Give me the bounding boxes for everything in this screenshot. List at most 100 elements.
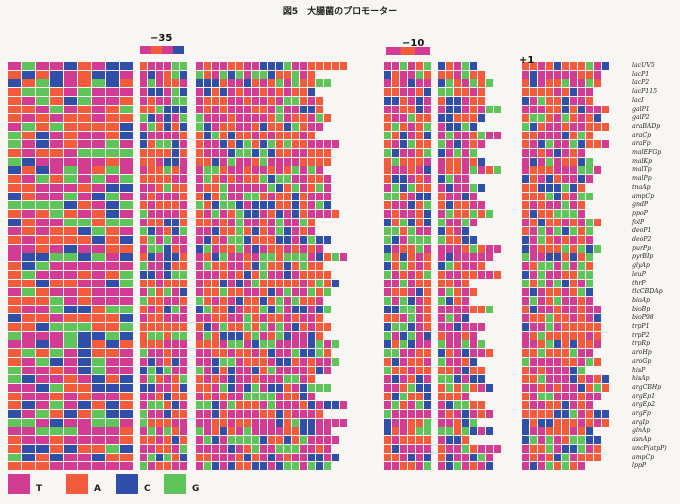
sequence-cell bbox=[204, 392, 212, 401]
sequence-cell bbox=[260, 323, 268, 331]
sequence-cell bbox=[276, 296, 284, 305]
sequence-cell bbox=[78, 436, 92, 444]
sequence-cell bbox=[384, 418, 392, 427]
sequence-cell bbox=[446, 244, 454, 253]
sequence-cell bbox=[446, 288, 454, 297]
sequence-cell bbox=[268, 453, 276, 462]
sequence-cell bbox=[424, 296, 432, 305]
sequence-cell bbox=[324, 270, 332, 279]
sequence-cell bbox=[244, 157, 252, 166]
sequence-cell bbox=[36, 453, 50, 462]
sequence-cell bbox=[260, 331, 268, 340]
sequence-cell bbox=[172, 157, 180, 166]
sequence-cell bbox=[50, 236, 64, 244]
sequence-cell bbox=[120, 323, 134, 331]
sequence-cell bbox=[416, 340, 424, 349]
sequence-cell bbox=[522, 375, 530, 384]
sequence-cell bbox=[586, 244, 594, 253]
sequence-cell bbox=[562, 131, 570, 140]
sequence-cell bbox=[438, 436, 446, 444]
sequence-cell bbox=[424, 436, 432, 444]
sequence-cell bbox=[120, 270, 134, 279]
sequence-cell bbox=[308, 375, 316, 384]
sequence-cell bbox=[332, 279, 340, 288]
sequence-cell bbox=[92, 262, 106, 270]
sequence-cell bbox=[244, 192, 252, 201]
sequence-cell bbox=[22, 296, 36, 305]
sequence-cell bbox=[292, 383, 300, 392]
sequence-cell bbox=[446, 114, 454, 123]
sequence-cell bbox=[392, 366, 400, 375]
sequence-cell bbox=[252, 288, 260, 297]
sequence-cell bbox=[316, 314, 324, 323]
sequence-cell bbox=[120, 166, 134, 175]
sequence-cell bbox=[8, 418, 22, 427]
sequence-cell bbox=[392, 453, 400, 462]
sequence-cell bbox=[384, 114, 392, 123]
sequence-cell bbox=[8, 462, 22, 471]
sequence-cell bbox=[384, 349, 392, 357]
sequence-cell bbox=[300, 366, 308, 375]
sequence-cell bbox=[522, 462, 530, 471]
sequence-cell bbox=[36, 201, 50, 210]
sequence-cell bbox=[148, 244, 156, 253]
sequence-cell bbox=[438, 192, 446, 201]
sequence-cell bbox=[316, 418, 324, 427]
sequence-cell bbox=[522, 427, 530, 436]
sequence-cell bbox=[36, 462, 50, 471]
sequence-cell bbox=[172, 79, 180, 88]
sequence-cell bbox=[538, 296, 546, 305]
sequence-cell bbox=[78, 462, 92, 471]
sequence-cell bbox=[50, 192, 64, 201]
sequence-cell bbox=[300, 305, 308, 314]
sequence-cell bbox=[228, 227, 236, 236]
sequence-cell bbox=[92, 253, 106, 262]
sequence-cell bbox=[586, 349, 594, 357]
sequence-cell bbox=[392, 340, 400, 349]
sequence-cell bbox=[522, 270, 530, 279]
sequence-cell bbox=[120, 375, 134, 384]
sequence-cell bbox=[300, 288, 308, 297]
sequence-cell bbox=[324, 401, 332, 410]
sequence-cell bbox=[156, 218, 164, 227]
sequence-cell bbox=[494, 105, 502, 114]
sequence-cell bbox=[78, 70, 92, 79]
sequence-cell bbox=[562, 175, 570, 183]
sequence-cell bbox=[392, 314, 400, 323]
sequence-cell bbox=[438, 140, 446, 149]
sequence-cell bbox=[454, 105, 462, 114]
sequence-cell bbox=[106, 270, 120, 279]
sequence-cell bbox=[106, 166, 120, 175]
sequence-cell bbox=[530, 296, 538, 305]
sequence-cell bbox=[384, 253, 392, 262]
sequence-cell bbox=[522, 157, 530, 166]
sequence-cell bbox=[276, 96, 284, 105]
sequence-cell bbox=[586, 436, 594, 444]
sequence-cell bbox=[252, 122, 260, 131]
sequence-cell bbox=[228, 201, 236, 210]
sequence-cell bbox=[22, 253, 36, 262]
sequence-cell bbox=[554, 79, 562, 88]
sequence-cell bbox=[50, 201, 64, 210]
sequence-cell bbox=[570, 331, 578, 340]
sequence-cell bbox=[180, 149, 188, 157]
sequence-cell bbox=[400, 288, 408, 297]
sequence-cell bbox=[172, 96, 180, 105]
promoter-label: ampCp bbox=[632, 453, 655, 461]
sequence-cell bbox=[538, 366, 546, 375]
sequence-cell bbox=[438, 201, 446, 210]
sequence-cell bbox=[8, 201, 22, 210]
sequence-cell bbox=[586, 270, 594, 279]
sequence-cell bbox=[446, 383, 454, 392]
sequence-cell bbox=[292, 131, 300, 140]
sequence-cell bbox=[36, 270, 50, 279]
sequence-cell bbox=[462, 131, 470, 140]
sequence-cell bbox=[64, 323, 78, 331]
sequence-cell bbox=[244, 105, 252, 114]
sequence-cell bbox=[586, 218, 594, 227]
sequence-cell bbox=[284, 444, 292, 453]
sequence-cell bbox=[392, 79, 400, 88]
sequence-cell bbox=[106, 79, 120, 88]
sequence-cell bbox=[106, 331, 120, 340]
sequence-cell bbox=[92, 418, 106, 427]
